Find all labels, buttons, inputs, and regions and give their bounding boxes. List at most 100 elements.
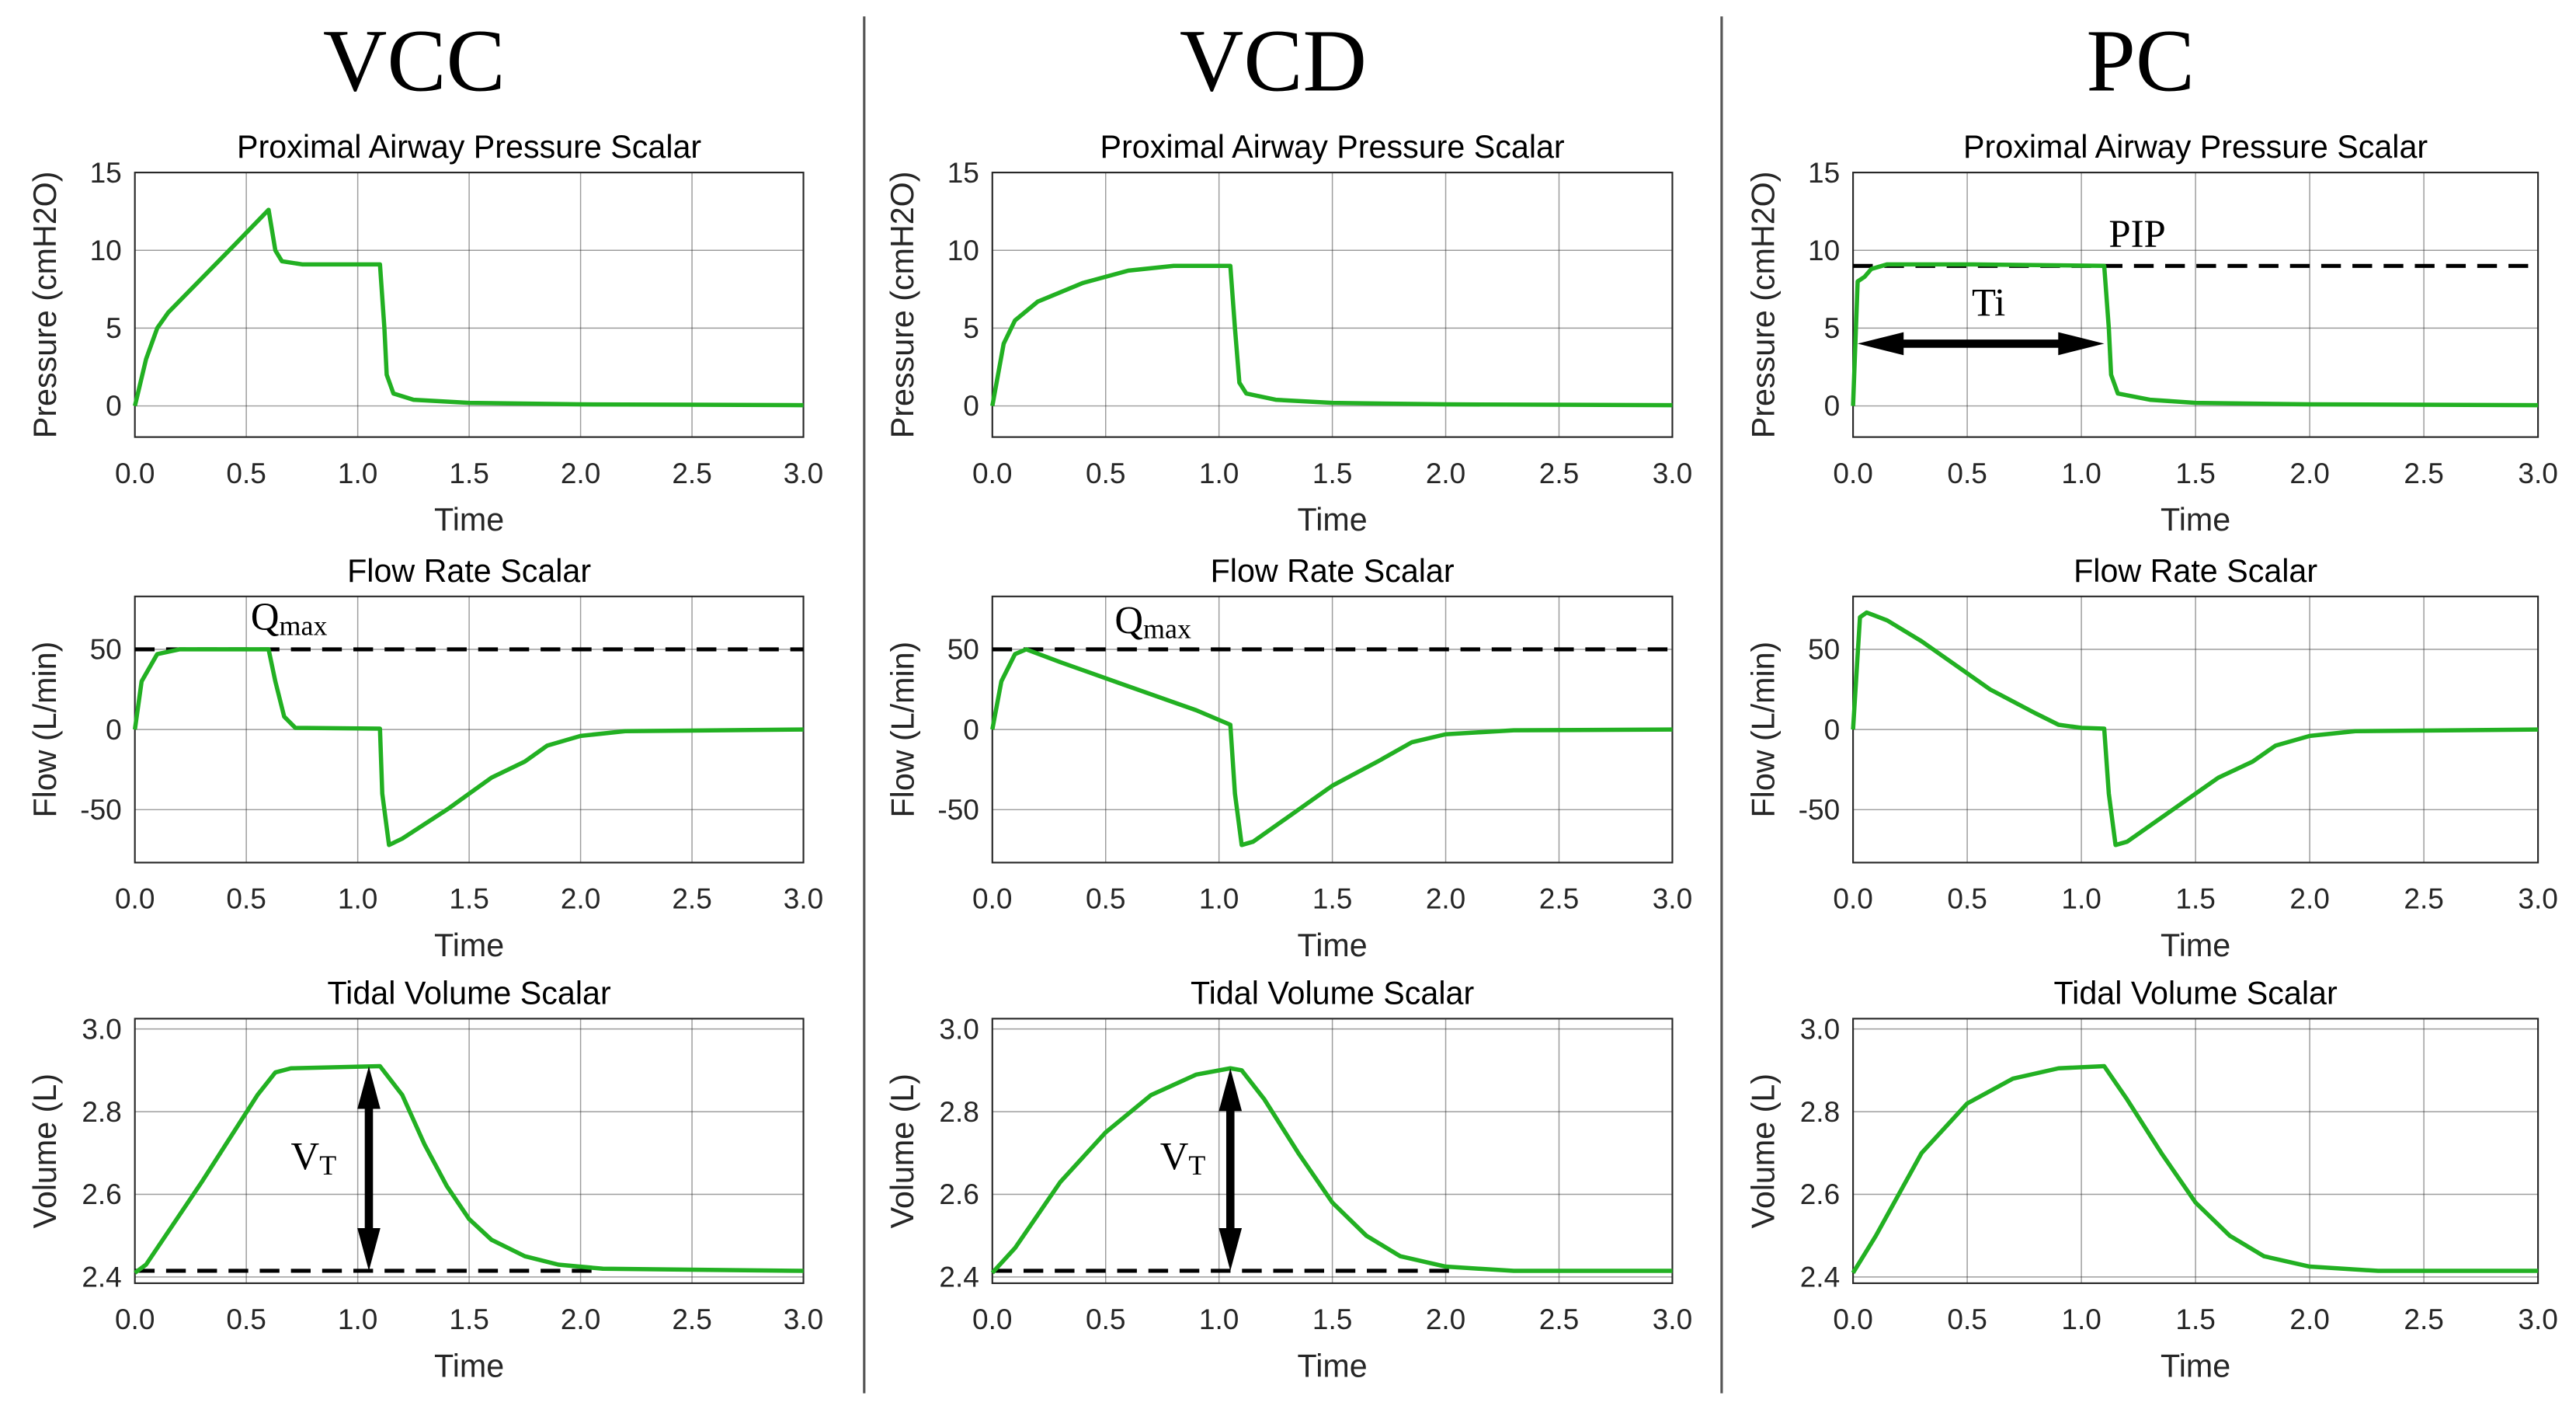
x-tick-label: 2.0	[1426, 457, 1465, 489]
x-tick-label: 0.0	[972, 882, 1012, 915]
x-tick-label: 1.0	[338, 882, 377, 915]
plot-title: Proximal Airway Pressure Scalar	[237, 129, 701, 165]
x-tick-label: 1.0	[338, 457, 377, 489]
x-axis-label: Time	[434, 927, 504, 963]
plot-title: Tidal Volume Scalar	[1191, 975, 1474, 1011]
x-axis-label: Time	[1298, 502, 1368, 538]
y-axis-label: Volume (L)	[27, 1074, 63, 1228]
x-tick-label: 2.0	[561, 457, 600, 489]
chart-vcc-flow: 0.0 0.5 1.0 1.5 2.0 2.5 3.0 -50 0 50 Flow Rate Sca…	[27, 553, 823, 963]
x-tick-label: 3.0	[1653, 1303, 1692, 1335]
y-tick-label: 15	[1808, 156, 1840, 189]
x-tick-label: 0.5	[1086, 882, 1125, 915]
column-title-vcc: VCC	[323, 11, 506, 110]
y-tick-label: 10	[947, 234, 979, 266]
x-tick-label: 2.5	[672, 882, 711, 915]
x-tick-label: 3.0	[784, 1303, 823, 1335]
arrowhead-down-icon	[357, 1227, 381, 1271]
y-tick-label: 2.8	[82, 1095, 121, 1128]
x-tick-label: 3.0	[2518, 457, 2557, 489]
y-tick-label: 2.4	[939, 1261, 979, 1293]
y-axis-label: Flow (L/min)	[1746, 642, 1782, 818]
x-tick-label: 0.0	[1833, 1303, 1872, 1335]
y-tick-label: 2.8	[1800, 1095, 1840, 1128]
x-axis-label: Time	[2161, 927, 2230, 963]
y-tick-label: -50	[80, 793, 121, 826]
x-tick-label: 2.5	[2404, 1303, 2443, 1335]
volume-series-line	[1851, 1063, 2539, 1275]
x-tick-label: 2.0	[2289, 882, 2329, 915]
axes-box	[1852, 172, 2539, 438]
y-tick-label: 50	[90, 633, 122, 666]
y-tick-label: 3.0	[939, 1012, 979, 1045]
y-tick-label: 0	[1824, 389, 1841, 422]
annotation-subscript: max	[1143, 614, 1191, 645]
x-tick-label: 0.0	[972, 1303, 1012, 1335]
x-axis-label: Time	[2161, 1348, 2230, 1383]
plot-area	[134, 1018, 804, 1283]
x-axis-label: Time	[434, 502, 504, 538]
x-tick-label: 0.5	[226, 1303, 266, 1335]
x-tick-label: 1.0	[2061, 1303, 2101, 1335]
plot-title: Tidal Volume Scalar	[2054, 975, 2338, 1011]
x-axis-label: Time	[1298, 927, 1368, 963]
x-tick-label: 0.0	[1833, 882, 1872, 915]
x-tick-label: 3.0	[2518, 882, 2557, 915]
axes-box	[134, 172, 805, 438]
x-tick-label: 0.0	[115, 882, 155, 915]
y-tick-label: 2.8	[939, 1095, 979, 1128]
x-tick-label: 0.5	[226, 882, 266, 915]
column-title-pc: PC	[2086, 11, 2195, 110]
annotation-subscript: T	[1188, 1150, 1205, 1181]
y-tick-label: 10	[90, 234, 122, 266]
x-tick-label: 0.5	[1947, 1303, 1987, 1335]
volume-series-line	[134, 1063, 804, 1275]
axes-box	[991, 172, 1674, 438]
x-tick-label: 1.0	[2061, 882, 2101, 915]
x-axis-label: Time	[2161, 502, 2230, 538]
x-tick-label: 1.0	[1199, 457, 1239, 489]
chart-pc-pressure: 0.0 0.5 1.0 1.5 2.0 2.5 3.0 0 5 10 15 Proximal Airw…	[1746, 129, 2558, 538]
arrowhead-right-icon	[2058, 332, 2105, 356]
x-tick-label: 2.5	[2404, 457, 2443, 489]
x-tick-label: 0.5	[226, 457, 266, 489]
x-axis-label: Time	[434, 1348, 504, 1383]
plot-title: Proximal Airway Pressure Scalar	[1963, 129, 2428, 165]
y-tick-label: -50	[1799, 793, 1840, 826]
x-tick-label: 2.5	[672, 457, 711, 489]
x-tick-label: 1.0	[1199, 882, 1239, 915]
x-axis-label: Time	[1298, 1348, 1368, 1383]
x-tick-label: 2.5	[2404, 882, 2443, 915]
plot-title: Flow Rate Scalar	[347, 553, 591, 589]
x-tick-label: 3.0	[2518, 1303, 2557, 1335]
y-tick-label: 0	[106, 389, 122, 422]
x-tick-label: 1.5	[1312, 1303, 1352, 1335]
y-tick-label: 2.4	[82, 1261, 121, 1293]
y-tick-label: 5	[106, 311, 122, 344]
annotation-label: PIP	[2108, 212, 2165, 256]
y-tick-label: 0	[106, 713, 122, 746]
volume-series-line	[990, 1066, 1673, 1275]
y-tick-label: 3.0	[82, 1012, 121, 1045]
y-axis-label: Pressure (cmH2O)	[1746, 172, 1782, 439]
x-tick-label: 1.5	[1312, 882, 1352, 915]
annotation-label: Ti	[1972, 280, 2005, 324]
x-tick-label: 0.5	[1947, 882, 1987, 915]
y-tick-label: 0	[963, 713, 979, 746]
y-axis-label: Pressure (cmH2O)	[885, 172, 920, 439]
x-tick-label: 0.5	[1086, 1303, 1125, 1335]
x-tick-label: 3.0	[1653, 457, 1692, 489]
y-tick-label: 15	[947, 156, 979, 189]
plot-area	[134, 172, 804, 437]
x-tick-label: 1.5	[449, 882, 488, 915]
chart-vcd-volume: 0.0 0.5 1.0 1.5 2.0 2.5 3.0 2.4 2.6 2.8 3.0 Tidal V…	[885, 975, 1692, 1383]
axes-box	[991, 1018, 1674, 1284]
x-tick-label: 0.0	[115, 1303, 155, 1335]
y-tick-label: 0	[963, 389, 979, 422]
plot-area	[992, 172, 1673, 437]
chart-vcc-pressure: 0.0 0.5 1.0 1.5 2.0 2.5 3.0 0 5 10 15 Proximal Airw…	[27, 129, 823, 538]
y-tick-label: 5	[1824, 311, 1841, 344]
y-tick-label: -50	[937, 793, 979, 826]
plot-area	[1853, 172, 2539, 437]
chart-vcd-pressure: 0.0 0.5 1.0 1.5 2.0 2.5 3.0 0 5 10 15 Proximal Airw…	[885, 129, 1692, 538]
